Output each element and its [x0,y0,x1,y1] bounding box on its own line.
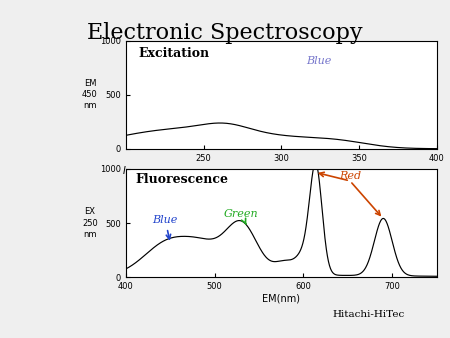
Text: Fluorescence: Fluorescence [135,173,228,186]
Text: Excitation: Excitation [139,47,210,60]
X-axis label: EM(nm): EM(nm) [262,294,300,304]
Text: EX
250
nm: EX 250 nm [82,208,98,239]
Text: Green: Green [224,209,258,224]
Text: EM
450
nm: EM 450 nm [82,79,98,110]
Text: Electronic Spectroscopy: Electronic Spectroscopy [87,22,363,44]
Text: I: I [122,166,125,176]
Text: Red: Red [339,171,361,181]
Text: Blue: Blue [306,56,332,66]
Text: Hitachi-HiTec: Hitachi-HiTec [333,310,405,319]
Text: Blue: Blue [153,215,178,239]
